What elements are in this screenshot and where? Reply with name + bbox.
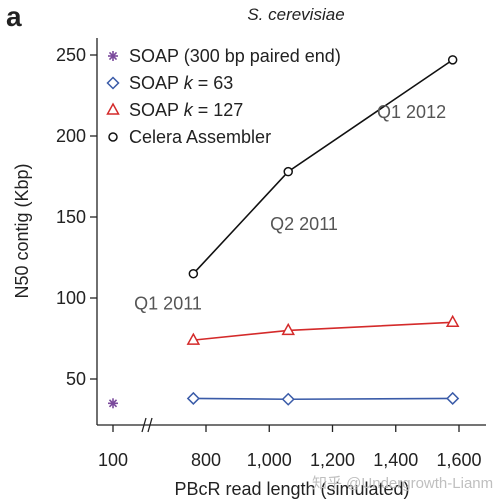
x-tick-label: 800 xyxy=(191,450,221,470)
legend-marker xyxy=(106,76,120,90)
x-tick-label: 1,000 xyxy=(247,450,292,470)
legend-item: Celera Assembler xyxy=(108,127,271,147)
legend-marker xyxy=(108,51,118,61)
series-line xyxy=(193,397,453,401)
legend-label: SOAP k = 63 xyxy=(129,73,233,93)
series-layer xyxy=(108,55,460,409)
chart-title: S. cerevisiae xyxy=(247,5,344,24)
x-axis-label: PBcR read length (simulated) xyxy=(174,479,409,499)
legend-item: SOAP k = 127 xyxy=(106,100,243,120)
x-ticks: 100 800 1,000 1,200 1,400 1,600 xyxy=(98,425,482,470)
y-tick-label: 150 xyxy=(56,207,86,227)
legend-label: SOAP (300 bp paired end) xyxy=(129,46,341,66)
data-point xyxy=(283,166,293,177)
legend-item: SOAP (300 bp paired end) xyxy=(108,46,341,66)
axes xyxy=(96,38,486,433)
data-point xyxy=(281,392,295,406)
data-point xyxy=(188,268,199,279)
annotation-label: Q1 2011 xyxy=(134,293,202,313)
legend-marker xyxy=(106,102,120,115)
y-ticks: 50 100 150 200 250 xyxy=(56,45,97,389)
x-axis-break-mark-left xyxy=(141,417,147,433)
legend: SOAP (300 bp paired end) SOAP k = 63 SOAP … xyxy=(106,46,341,147)
x-tick-label: 100 xyxy=(98,450,128,470)
series xyxy=(188,55,458,279)
series xyxy=(186,314,460,345)
legend-label: SOAP k = 127 xyxy=(129,100,243,120)
x-tick-label: 1,600 xyxy=(436,450,481,470)
legend-item: SOAP k = 63 xyxy=(106,73,233,93)
data-point xyxy=(447,55,458,65)
watermark: 知乎 @Undergrowth-Lianm xyxy=(312,475,493,492)
y-axis-label: N50 contig (Kbp) xyxy=(12,163,32,298)
x-tick-label: 1,400 xyxy=(373,450,418,470)
legend-marker xyxy=(108,132,118,142)
annotations-layer: Q1 2011 Q2 2011 Q1 2012 xyxy=(134,102,446,313)
data-point xyxy=(186,391,200,406)
y-tick-label: 200 xyxy=(56,126,86,146)
x-tick-label: 1,200 xyxy=(310,450,355,470)
data-point xyxy=(186,332,201,345)
data-point xyxy=(445,314,460,328)
y-tick-label: 250 xyxy=(56,45,86,65)
series-line xyxy=(193,321,453,341)
legend-label: Celera Assembler xyxy=(129,127,271,147)
annotation-label: Q1 2012 xyxy=(377,102,446,122)
data-point xyxy=(446,391,460,406)
data-point xyxy=(281,322,295,336)
x-axis-break-mark-right xyxy=(147,417,153,433)
series xyxy=(108,398,118,409)
data-point xyxy=(108,398,118,409)
y-tick-label: 100 xyxy=(56,288,86,308)
annotation-label: Q2 2011 xyxy=(270,214,338,234)
y-tick-label: 50 xyxy=(66,369,86,389)
panel-letter: a xyxy=(6,1,22,32)
series xyxy=(186,391,460,406)
